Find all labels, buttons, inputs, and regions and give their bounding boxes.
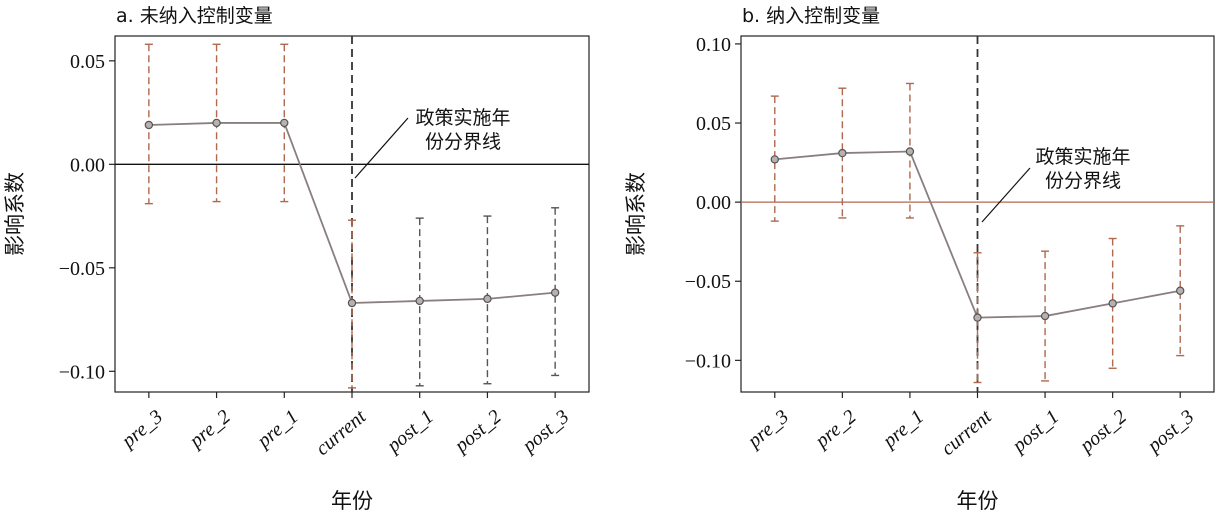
panel-a: a. 未纳入控制变量 0.05 0.00 −0.05 −0.10 影响系数 pre_3 pre… — [3, 5, 590, 513]
x-tick-label: post_1 — [381, 406, 438, 458]
annotation-text-line1: 政策实施年 — [1035, 146, 1130, 168]
chart-title: a. 未纳入控制变量 — [116, 5, 273, 27]
x-tick-label: pre_1 — [877, 406, 928, 454]
data-point — [550, 288, 560, 297]
chart-title: b. 纳入控制变量 — [742, 5, 880, 27]
data-point — [1040, 311, 1050, 321]
x-tick-label: post_3 — [1142, 406, 1199, 458]
x-tick-label: pre_1 — [252, 406, 303, 454]
x-tick-label: pre_3 — [116, 406, 167, 454]
y-tick-label: 0.05 — [696, 113, 731, 135]
y-tick-label: 0.00 — [70, 154, 105, 176]
y-axis-label: 影响系数 — [3, 172, 27, 256]
data-point — [973, 313, 982, 322]
x-tick-label: current — [312, 405, 371, 460]
y-tick-label: 0.00 — [696, 192, 731, 214]
data-point — [483, 294, 492, 304]
x-tick-label: post_2 — [449, 406, 506, 458]
annotation-text-line2: 份分界线 — [1045, 170, 1121, 192]
data-point — [838, 148, 847, 158]
x-axis-label: 年份 — [957, 489, 999, 513]
data-point — [144, 120, 154, 130]
y-tick-label: −0.10 — [685, 350, 731, 372]
x-tick-label: post_3 — [517, 406, 574, 458]
y-tick-label: 0.05 — [70, 51, 105, 73]
x-tick-label: pre_2 — [810, 406, 861, 454]
data-point — [415, 296, 424, 306]
data-point — [280, 118, 289, 128]
data-point — [1176, 286, 1185, 295]
x-tick-label: pre_2 — [184, 406, 235, 454]
annotation-text-line2: 份分界线 — [425, 131, 501, 153]
annotation-leader-line — [354, 117, 409, 179]
x-tick-label: current — [937, 405, 996, 460]
y-tick-label: 0.10 — [696, 34, 731, 56]
x-tick-label: post_1 — [1007, 406, 1064, 458]
x-tick-label: post_2 — [1074, 406, 1131, 458]
annotation-text-line1: 政策实施年 — [415, 107, 510, 129]
data-point — [347, 298, 357, 308]
data-point — [212, 118, 221, 128]
x-tick-label: pre_3 — [742, 406, 793, 454]
data-point — [770, 155, 779, 164]
y-axis-label: 影响系数 — [624, 172, 648, 256]
y-tick-label: −0.05 — [685, 271, 731, 293]
x-axis-label: 年份 — [331, 489, 373, 513]
data-point — [905, 147, 915, 156]
y-tick-label: −0.10 — [59, 361, 105, 383]
panel-b: b. 纳入控制变量 0.10 0.05 0.00 −0.05 −0.10 影响系数 pre_3… — [624, 5, 1215, 513]
data-point — [1108, 299, 1117, 308]
y-tick-label: −0.05 — [59, 258, 105, 280]
annotation-leader-line — [981, 167, 1031, 223]
